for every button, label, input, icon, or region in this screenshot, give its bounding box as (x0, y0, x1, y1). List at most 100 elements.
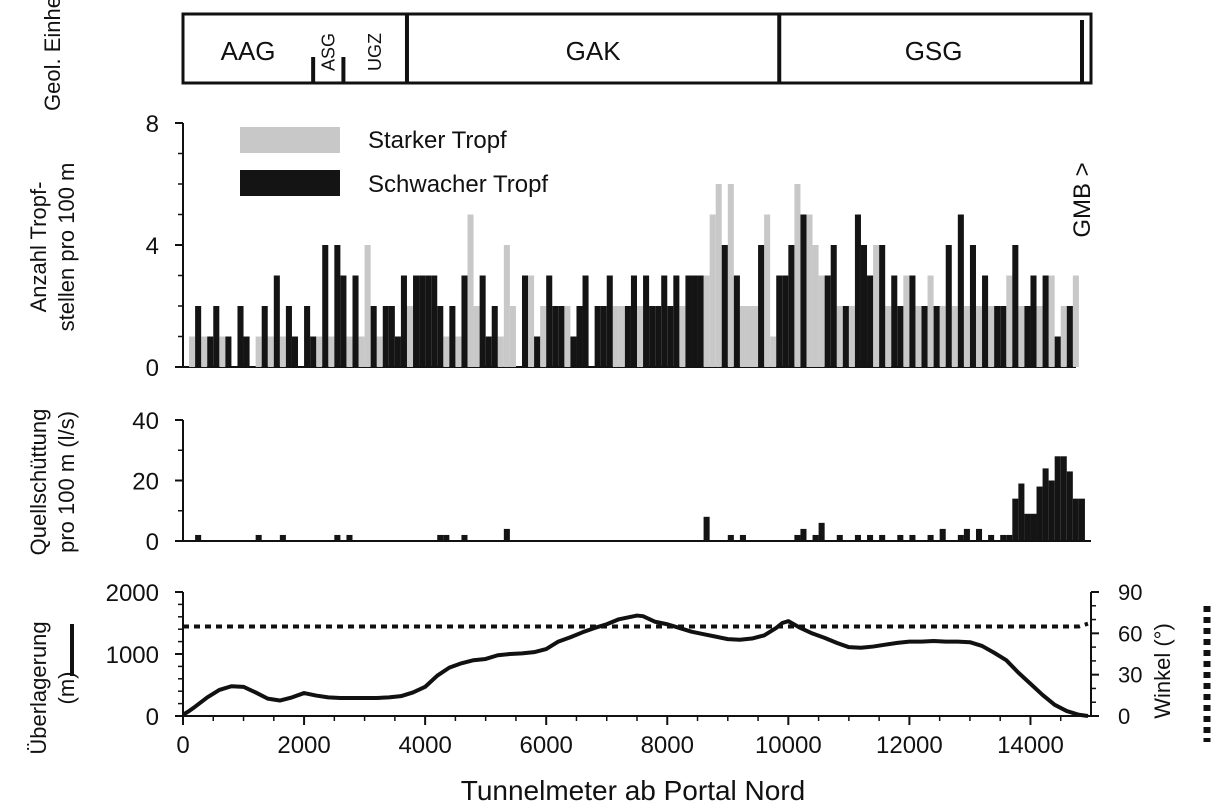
angle-ylabel: Winkel (°) (1150, 623, 1175, 719)
drip-bar-weak (697, 275, 704, 367)
drip-bar-strong (915, 306, 922, 367)
spring-y-tick-label: 20 (132, 469, 159, 496)
geology-unit-label: GAK (566, 36, 622, 66)
drip-bar-weak (867, 275, 874, 367)
geology-ylabel: Geol. Einheit (40, 0, 65, 111)
drip-bar-weak (957, 214, 964, 367)
drip-bar-weak (691, 275, 698, 367)
drip-bar-strong (752, 306, 759, 367)
drip-bar-strong (1072, 275, 1079, 367)
drip-bar-weak (661, 275, 668, 367)
drip-bar-strong (376, 336, 383, 367)
legend-swatch-weak (240, 170, 340, 196)
drip-bar-strong (455, 336, 462, 367)
angle-y-tick-label: 0 (1118, 704, 1130, 729)
drip-bar-weak (758, 245, 765, 367)
drip-bar-strong (703, 275, 710, 367)
gmb-annotation: GMB > (1069, 162, 1096, 237)
drip-bar-strong (503, 245, 510, 367)
drip-bar-weak (1066, 306, 1073, 367)
spring-bar (461, 534, 468, 541)
overburden-y-tick-label: 1000 (106, 642, 159, 669)
drip-bar-weak (243, 336, 250, 367)
drip-bar-strong (709, 214, 716, 367)
drip-bar-weak (830, 245, 837, 367)
angle-line (183, 621, 1089, 629)
drip-bar-strong (745, 306, 753, 367)
spring-bar (867, 534, 874, 541)
spring-bar (963, 528, 970, 541)
drip-bar-strong (509, 306, 516, 367)
drip-panel: 0 4 8 Starker Tropf Schwacher Tropf (146, 111, 1079, 382)
drip-bar-weak (479, 275, 486, 367)
drip-bar-weak (237, 306, 244, 367)
drip-bar-strong (903, 275, 910, 367)
drip-bar-strong (328, 336, 335, 367)
drip-bar-strong (836, 306, 843, 367)
angle-y-tick-label: 30 (1118, 663, 1142, 688)
drip-bar-weak (388, 306, 395, 367)
drip-bar-strong (316, 336, 323, 367)
drip-bar-weak (558, 306, 565, 367)
drip-bar-strong (1036, 306, 1043, 367)
drip-bar-weak (491, 306, 498, 367)
spring-bar (739, 534, 746, 541)
drip-bar-weak (273, 275, 280, 367)
spring-bar (703, 516, 710, 541)
drip-bar-weak (582, 275, 589, 367)
overburden-ylabel-line1: Überlagerung (26, 621, 51, 754)
drip-bar-weak (552, 306, 559, 367)
spring-bar (1048, 480, 1055, 541)
drip-y-tick-label: 0 (146, 355, 159, 382)
drip-bar-strong (612, 306, 619, 367)
drip-bar-weak (195, 306, 202, 367)
drip-bar-weak (667, 306, 674, 367)
spring-bar (1078, 498, 1085, 541)
drip-bar-weak (643, 275, 650, 367)
drip-bar-weak (1054, 336, 1061, 367)
drip-bar-weak (352, 275, 359, 367)
spring-bar (1042, 468, 1049, 541)
drip-bar-weak (594, 306, 601, 367)
spring-ylabel: Quellschüttung pro 100 m (l/s) (26, 409, 79, 556)
geology-unit-label: UGZ (365, 33, 385, 71)
spring-bar (1018, 483, 1025, 541)
drip-bar-weak (400, 275, 407, 367)
drip-bar-strong (1006, 275, 1013, 367)
spring-bar (836, 534, 843, 541)
drip-bar-strong (873, 245, 880, 367)
spring-bar (437, 534, 444, 541)
drip-bar-strong (818, 275, 825, 367)
drip-bar-strong (764, 214, 771, 367)
drip-bar-strong (963, 306, 970, 367)
spring-bar (1000, 534, 1007, 541)
drip-bar-strong (618, 306, 625, 367)
spring-bar (879, 534, 886, 541)
drip-bar-weak (382, 306, 389, 367)
drip-bar-weak (842, 306, 849, 367)
drip-y-tick-label: 4 (146, 233, 159, 260)
overburden-ylabel-line2: (m) (54, 672, 79, 705)
geology-unit-label: GSG (905, 36, 963, 66)
drip-ylabel-line2: stellen pro 100 m (54, 163, 79, 332)
x-tick-label: 2000 (277, 732, 330, 759)
drip-bar-strong (219, 336, 226, 367)
drip-bar-strong (794, 184, 801, 367)
drip-bar-weak (673, 275, 680, 367)
drip-bar-weak (891, 275, 898, 367)
drip-bar-weak (1000, 306, 1007, 367)
drip-bar-weak (207, 336, 214, 367)
x-tick-label: 4000 (398, 732, 451, 759)
drip-bar-weak (982, 275, 989, 367)
drip-bar-weak (370, 306, 377, 367)
spring-panel: 0 20 40 (132, 408, 1091, 556)
drip-bar-strong (364, 245, 371, 367)
spring-bar (988, 534, 995, 541)
drip-bar-strong (255, 336, 262, 367)
drip-bar-strong (1060, 306, 1067, 367)
overburden-ylabel: Überlagerung (m) (26, 621, 79, 754)
drip-bar-strong (279, 336, 286, 367)
drip-bar-weak (733, 275, 740, 367)
drip-bar-weak (261, 306, 268, 367)
